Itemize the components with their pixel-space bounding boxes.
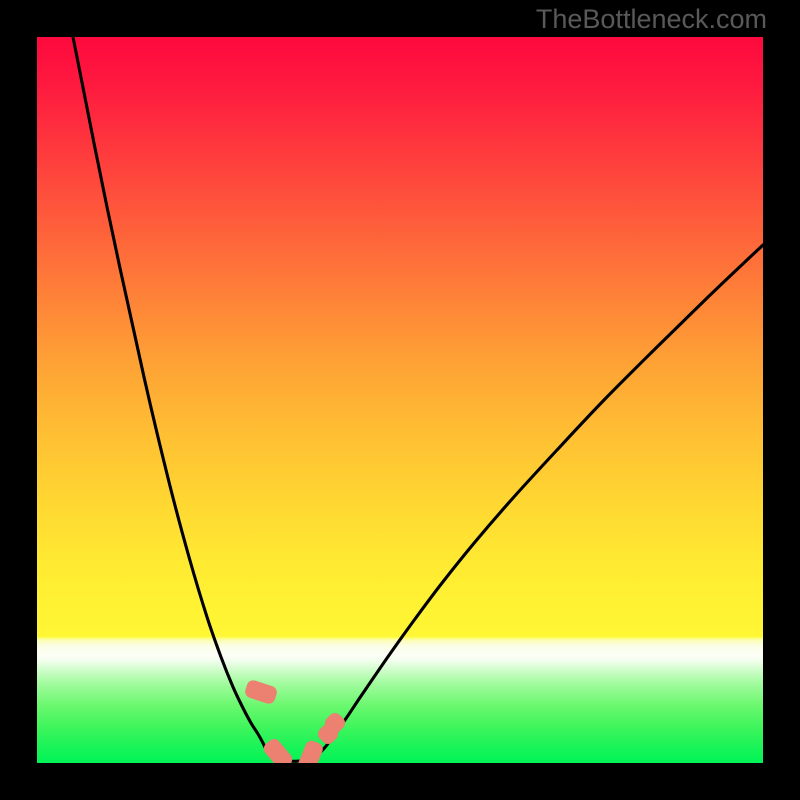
gradient-background [37, 37, 763, 763]
watermark-text: TheBottleneck.com [536, 4, 767, 35]
bottleneck-chart [0, 0, 800, 800]
